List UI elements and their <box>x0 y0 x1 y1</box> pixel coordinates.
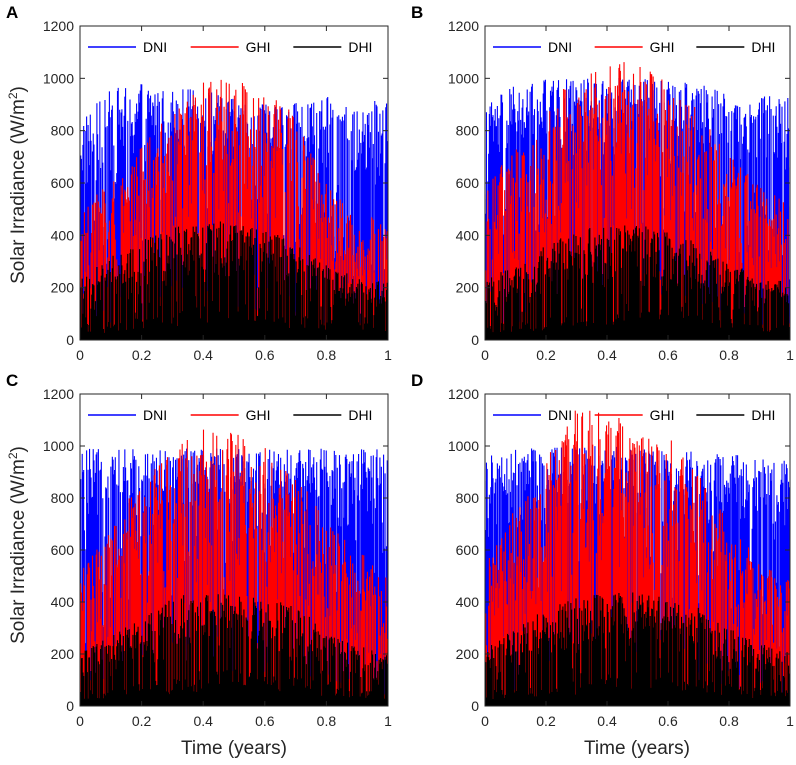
legend-label-dni: DNI <box>548 407 572 423</box>
panel-letter: D <box>411 371 423 390</box>
x-tick-label: 0.2 <box>536 347 556 363</box>
x-axis-title-left: Time (years) <box>181 738 287 759</box>
legend-label-dhi: DHI <box>348 39 372 55</box>
series-layer <box>80 79 388 340</box>
legend-label-dhi: DHI <box>751 407 775 423</box>
panel-letter: A <box>6 3 18 22</box>
x-tick-label: 0.4 <box>597 713 617 729</box>
y-tick-label: 1200 <box>448 386 479 402</box>
y-tick-label: 600 <box>51 175 75 191</box>
x-tick-label: 0.6 <box>658 347 678 363</box>
x-tick-label: 0.4 <box>193 347 213 363</box>
panel-b: 0 200 400 600 800 1000 1200 0 0.2 0.4 0.6 0.8 1 B DNI G… <box>411 3 794 363</box>
y-tick-label: 400 <box>51 594 75 610</box>
x-tick-label: 0 <box>76 713 84 729</box>
x-tick-label: 0.4 <box>193 713 213 729</box>
panel-letter: B <box>411 3 423 22</box>
y-tick-label: 800 <box>456 123 480 139</box>
legend-label-dhi: DHI <box>348 407 372 423</box>
x-tick-label: 1 <box>384 347 392 363</box>
x-tick-label: 0.8 <box>719 713 739 729</box>
x-tick-label: 0.4 <box>597 347 617 363</box>
y-tick-label: 400 <box>456 227 480 243</box>
y-tick-label: 600 <box>456 542 480 558</box>
x-tick-label: 0 <box>481 713 489 729</box>
x-tick-label: 0.6 <box>255 713 275 729</box>
y-tick-label: 200 <box>51 646 75 662</box>
series-dhi-line <box>80 221 388 340</box>
y-tick-label: 200 <box>456 646 480 662</box>
y-tick-label: 200 <box>51 280 75 296</box>
series-layer <box>485 410 790 706</box>
y-tick-label: 0 <box>66 332 74 348</box>
x-tick-label: 1 <box>786 713 794 729</box>
legend-label-dni: DNI <box>548 39 572 55</box>
series-dhi-line <box>485 225 790 340</box>
y-tick-label: 1000 <box>448 70 479 86</box>
y-tick-label: 600 <box>456 175 480 191</box>
x-tick-label: 0.2 <box>132 713 152 729</box>
y-tick-label: 800 <box>51 123 75 139</box>
y-tick-label: 400 <box>51 227 75 243</box>
y-tick-label: 800 <box>456 490 480 506</box>
y-tick-label: 0 <box>471 332 479 348</box>
y-tick-label: 800 <box>51 490 75 506</box>
y-tick-label: 0 <box>66 698 74 714</box>
x-tick-label: 0.2 <box>132 347 152 363</box>
y-tick-label: 0 <box>471 698 479 714</box>
panel-d: 0 200 400 600 800 1000 1200 0 0.2 0.4 0.6 0.8 1 D DNI G… <box>411 371 794 729</box>
panel-a: 0 200 400 600 800 1000 1200 0 0.2 0.4 0.6 0.8 1 A DNI G… <box>6 3 392 363</box>
legend-label-dhi: DHI <box>751 39 775 55</box>
y-tick-label: 1200 <box>43 386 74 402</box>
x-tick-label: 0 <box>481 347 489 363</box>
panel-letter: C <box>6 371 18 390</box>
series-dhi-line <box>80 594 388 706</box>
x-tick-label: 0.8 <box>317 347 337 363</box>
x-tick-label: 0.6 <box>658 713 678 729</box>
x-tick-label: 0 <box>76 347 84 363</box>
y-tick-label: 1200 <box>448 18 479 34</box>
y-tick-label: 400 <box>456 594 480 610</box>
legend-label-dni: DNI <box>143 407 167 423</box>
y-tick-label: 200 <box>456 280 480 296</box>
y-tick-label: 1000 <box>43 70 74 86</box>
legend-label-ghi: GHI <box>650 407 675 423</box>
y-tick-label: 1200 <box>43 18 74 34</box>
y-axis-title-top: Solar Irradiance (W/m2) <box>6 86 29 284</box>
x-axis-title-right: Time (years) <box>584 738 690 759</box>
y-tick-label: 1000 <box>43 438 74 454</box>
x-tick-label: 0.2 <box>536 713 556 729</box>
y-tick-label: 600 <box>51 542 75 558</box>
legend-label-dni: DNI <box>143 39 167 55</box>
y-axis-title-bottom: Solar Irradiance (W/m2) <box>6 446 29 644</box>
y-tick-label: 1000 <box>448 438 479 454</box>
legend-label-ghi: GHI <box>246 39 271 55</box>
x-tick-label: 1 <box>786 347 794 363</box>
x-tick-label: 1 <box>384 713 392 729</box>
series-dhi-line <box>485 592 790 706</box>
x-tick-label: 0.8 <box>317 713 337 729</box>
x-tick-label: 0.8 <box>719 347 739 363</box>
series-layer <box>80 429 388 706</box>
series-layer <box>485 62 790 340</box>
legend-label-ghi: GHI <box>246 407 271 423</box>
legend-label-ghi: GHI <box>650 39 675 55</box>
panel-c: 0 200 400 600 800 1000 1200 0 0.2 0.4 0.6 0.8 1 C DNI G… <box>6 371 392 729</box>
x-tick-label: 0.6 <box>255 347 275 363</box>
